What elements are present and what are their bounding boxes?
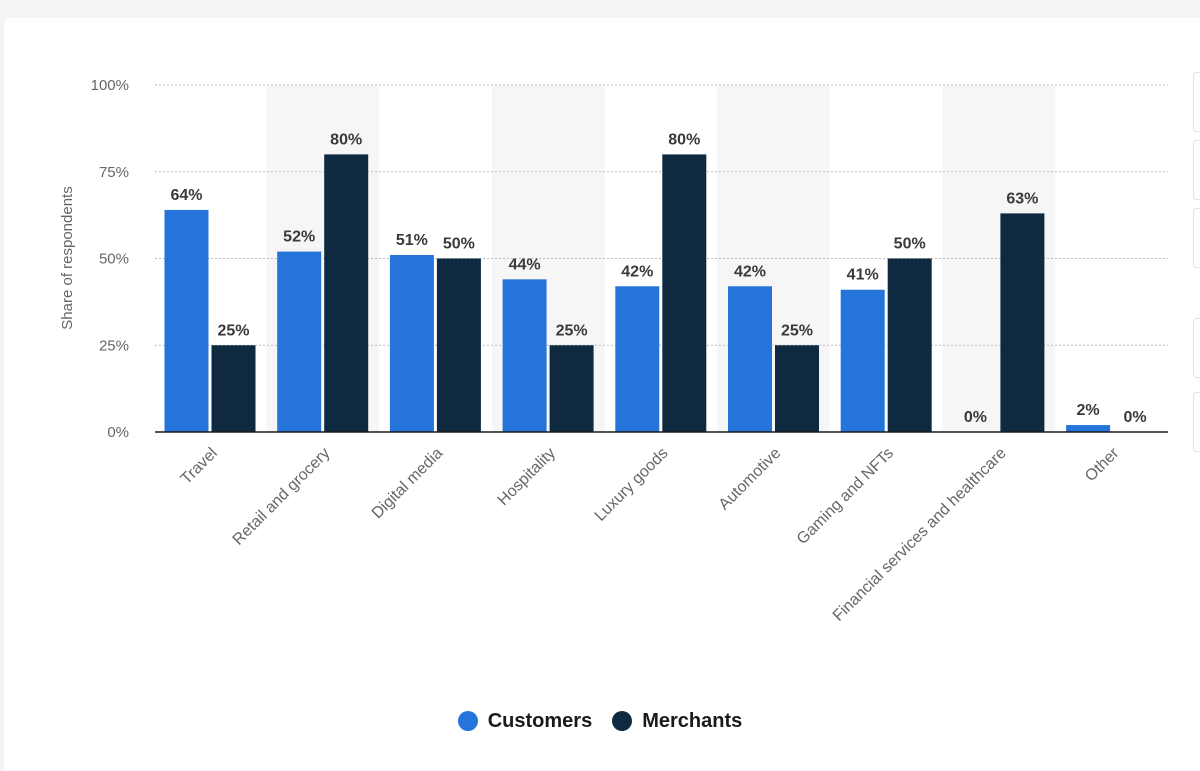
data-label-customers: 51%	[396, 232, 428, 249]
legend-label-customers: Customers	[487, 709, 593, 732]
data-label-customers: 52%	[283, 229, 315, 246]
x-tick-label: Hospitality	[495, 445, 559, 509]
x-tick-label: Retail and grocery	[230, 445, 334, 549]
bar-customers	[164, 209, 209, 432]
bar-customers	[840, 289, 885, 432]
bar-customers	[728, 286, 772, 432]
legend-item-customers[interactable]: Customers	[457, 706, 593, 736]
data-label-customers: 0%	[964, 409, 987, 426]
y-tick-label: 0%	[107, 424, 129, 441]
data-label-customers: 64%	[170, 187, 202, 204]
data-label-merchants: 25%	[217, 322, 249, 339]
legend-swatch-customers	[457, 711, 478, 731]
y-axis-title: Share of respondents	[59, 186, 76, 329]
bar-customers	[277, 251, 322, 432]
x-tick-label: Gaming and NFTs	[794, 445, 897, 548]
data-label-merchants: 80%	[330, 131, 362, 148]
data-label-customers: 44%	[509, 256, 541, 273]
data-label-merchants: 80%	[668, 131, 700, 148]
x-tick-label: Travel	[178, 445, 221, 488]
data-label-customers: 41%	[847, 267, 879, 284]
data-label-customers: 42%	[734, 263, 766, 280]
bar-merchants	[211, 345, 256, 432]
data-label-merchants: 50%	[443, 236, 475, 253]
y-tick-label: 25%	[99, 337, 129, 354]
side-tab-2[interactable]	[1193, 140, 1200, 200]
y-tick-label: 75%	[99, 164, 129, 181]
x-tick-label: Other	[1082, 444, 1123, 485]
bar-customers	[389, 255, 434, 432]
data-label-merchants: 25%	[781, 322, 813, 339]
bar-merchants	[549, 345, 594, 432]
legend-swatch-merchants	[612, 711, 633, 731]
data-label-merchants: 0%	[1124, 409, 1147, 426]
legend-label-merchants: Merchants	[642, 709, 743, 732]
x-tick-label: Automotive	[716, 445, 785, 514]
x-tick-label: Luxury goods	[592, 445, 672, 525]
bar-customers	[1066, 425, 1111, 432]
bar-merchants	[887, 258, 932, 432]
bar-customers	[502, 279, 547, 432]
side-tab-5[interactable]	[1193, 392, 1200, 452]
y-tick-label: 50%	[99, 251, 129, 268]
y-tick-label: 100%	[91, 77, 129, 94]
data-label-merchants: 25%	[556, 322, 588, 339]
data-label-customers: 42%	[621, 263, 653, 280]
side-tab-3[interactable]	[1193, 208, 1200, 268]
legend-item-merchants[interactable]: Merchants	[612, 706, 742, 736]
bar-chart: 0% 25% 50% 75% 100% Share of respondents 64% 25…	[59, 77, 1168, 625]
data-label-merchants: 50%	[894, 236, 926, 253]
x-tick-label: Digital media	[369, 445, 446, 522]
data-label-customers: 2%	[1077, 402, 1100, 419]
bar-merchants	[662, 154, 707, 432]
bar-merchants	[436, 258, 481, 432]
side-tab-1[interactable]	[1193, 72, 1200, 132]
bar-customers	[615, 286, 660, 432]
data-label-merchants: 63%	[1006, 190, 1038, 207]
bar-merchants	[1000, 213, 1045, 432]
side-tab-4[interactable]	[1193, 318, 1200, 378]
bar-merchants	[324, 154, 369, 432]
legend: Customers Merchants	[0, 706, 1200, 736]
side-toolbar	[1193, 0, 1200, 771]
bar-merchants	[775, 345, 819, 432]
